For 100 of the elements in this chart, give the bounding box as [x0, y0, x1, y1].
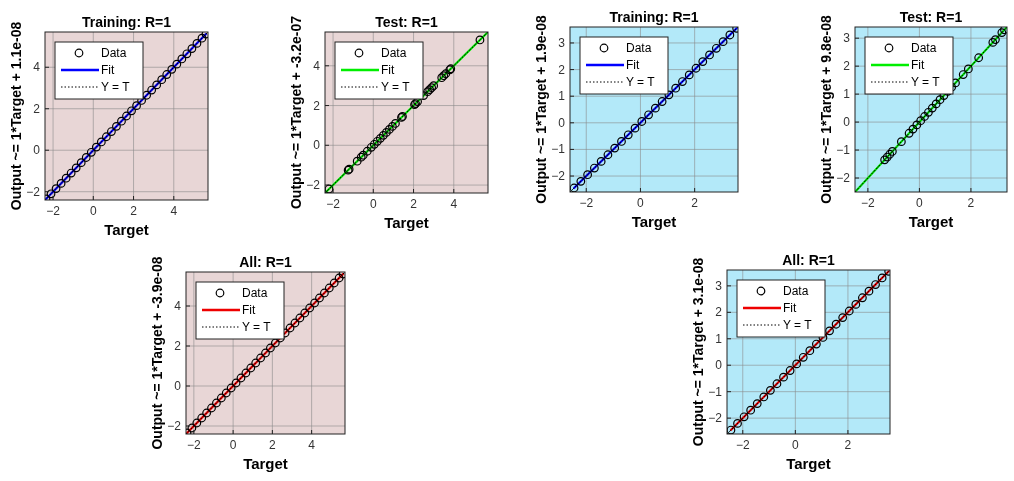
- point: [391, 119, 400, 128]
- point: [192, 39, 202, 48]
- y-tick-label: 3: [843, 31, 851, 46]
- point: [241, 368, 251, 378]
- chart-title: Training: R=1: [609, 9, 699, 25]
- point: [197, 33, 207, 43]
- point: [167, 64, 177, 74]
- legend-label: Data: [242, 286, 268, 300]
- point: [122, 111, 131, 121]
- y-tick-label: −1: [551, 142, 566, 157]
- point: [112, 121, 121, 131]
- y-axis-title: Output ~= 1*Target + 9.8e-08: [818, 15, 834, 204]
- point: [325, 184, 334, 193]
- point: [117, 116, 126, 126]
- point: [596, 157, 606, 166]
- legend-label: Y = T: [381, 80, 411, 94]
- point: [221, 388, 231, 398]
- point: [678, 77, 687, 86]
- point: [152, 80, 162, 90]
- legend-label: Fit: [101, 63, 115, 77]
- legend-label: Data: [381, 46, 407, 60]
- point: [251, 358, 261, 368]
- point: [182, 49, 192, 59]
- legend-label: Y = T: [101, 80, 131, 94]
- point: [752, 399, 762, 408]
- point: [691, 63, 701, 73]
- point: [974, 53, 984, 63]
- point: [385, 125, 394, 134]
- point: [935, 95, 945, 105]
- point: [727, 425, 736, 434]
- point: [329, 278, 339, 288]
- point: [887, 147, 897, 156]
- point: [877, 273, 887, 283]
- y-axis-title: Output ~= 1*Target + 1.1e-08: [8, 21, 24, 211]
- point: [838, 313, 848, 323]
- legend-label: Fit: [783, 301, 797, 315]
- point: [192, 418, 202, 428]
- chart-title: Training: R=1: [81, 14, 172, 30]
- x-axis-title: Target: [908, 213, 954, 230]
- point: [988, 37, 998, 47]
- point: [657, 97, 667, 106]
- point: [698, 57, 708, 66]
- point: [623, 130, 633, 140]
- x-tick-label: −2: [861, 196, 876, 210]
- point: [295, 313, 305, 323]
- point: [671, 83, 681, 93]
- y-axis-title: Output ~= 1*Target + -3.9e-08: [149, 256, 165, 450]
- x-axis-title: Target: [243, 455, 288, 472]
- x-tick-label: 2: [410, 197, 418, 211]
- y-tick-label: 1: [715, 331, 723, 346]
- point: [844, 306, 854, 316]
- y-tick-label: 0: [174, 379, 182, 393]
- y-tick-label: 2: [33, 101, 41, 116]
- point: [785, 366, 795, 375]
- point: [81, 153, 91, 162]
- point: [864, 286, 874, 296]
- point: [172, 59, 182, 69]
- point: [246, 363, 256, 373]
- point: [603, 150, 613, 160]
- x-tick-label: 0: [916, 196, 924, 210]
- point: [202, 408, 212, 418]
- point: [157, 75, 167, 85]
- point: [147, 85, 157, 95]
- point: [388, 122, 397, 131]
- point: [617, 137, 626, 146]
- point: [825, 326, 834, 336]
- point: [226, 383, 236, 393]
- point: [991, 35, 1000, 44]
- point: [231, 378, 241, 388]
- x-axis-title: Target: [104, 221, 149, 238]
- legend-label: Data: [783, 284, 809, 298]
- x-tick-label: 0: [89, 204, 97, 218]
- y-tick-label: 2: [715, 305, 723, 320]
- y-tick-label: 0: [558, 115, 566, 130]
- point: [290, 318, 300, 328]
- point: [805, 346, 815, 356]
- point: [310, 298, 319, 308]
- point: [46, 189, 56, 199]
- point: [916, 116, 926, 126]
- point: [644, 110, 653, 120]
- point: [197, 413, 207, 423]
- point: [71, 163, 81, 173]
- point: [362, 146, 372, 156]
- point: [920, 112, 929, 121]
- point: [963, 64, 973, 74]
- point: [958, 70, 968, 79]
- x-tick-label: −2: [187, 438, 202, 452]
- legend-label: Y = T: [626, 75, 656, 89]
- point: [650, 103, 660, 113]
- x-tick-label: 0: [792, 438, 800, 452]
- x-tick-label: 2: [691, 196, 699, 210]
- y-tick-label: −2: [708, 411, 723, 426]
- x-tick-label: 2: [130, 204, 138, 218]
- y-tick-label: −1: [836, 143, 851, 158]
- point: [256, 353, 265, 363]
- point: [908, 124, 918, 134]
- y-tick-label: −2: [551, 169, 566, 184]
- point: [739, 412, 749, 422]
- point: [66, 168, 76, 178]
- y-tick-label: 3: [715, 278, 723, 293]
